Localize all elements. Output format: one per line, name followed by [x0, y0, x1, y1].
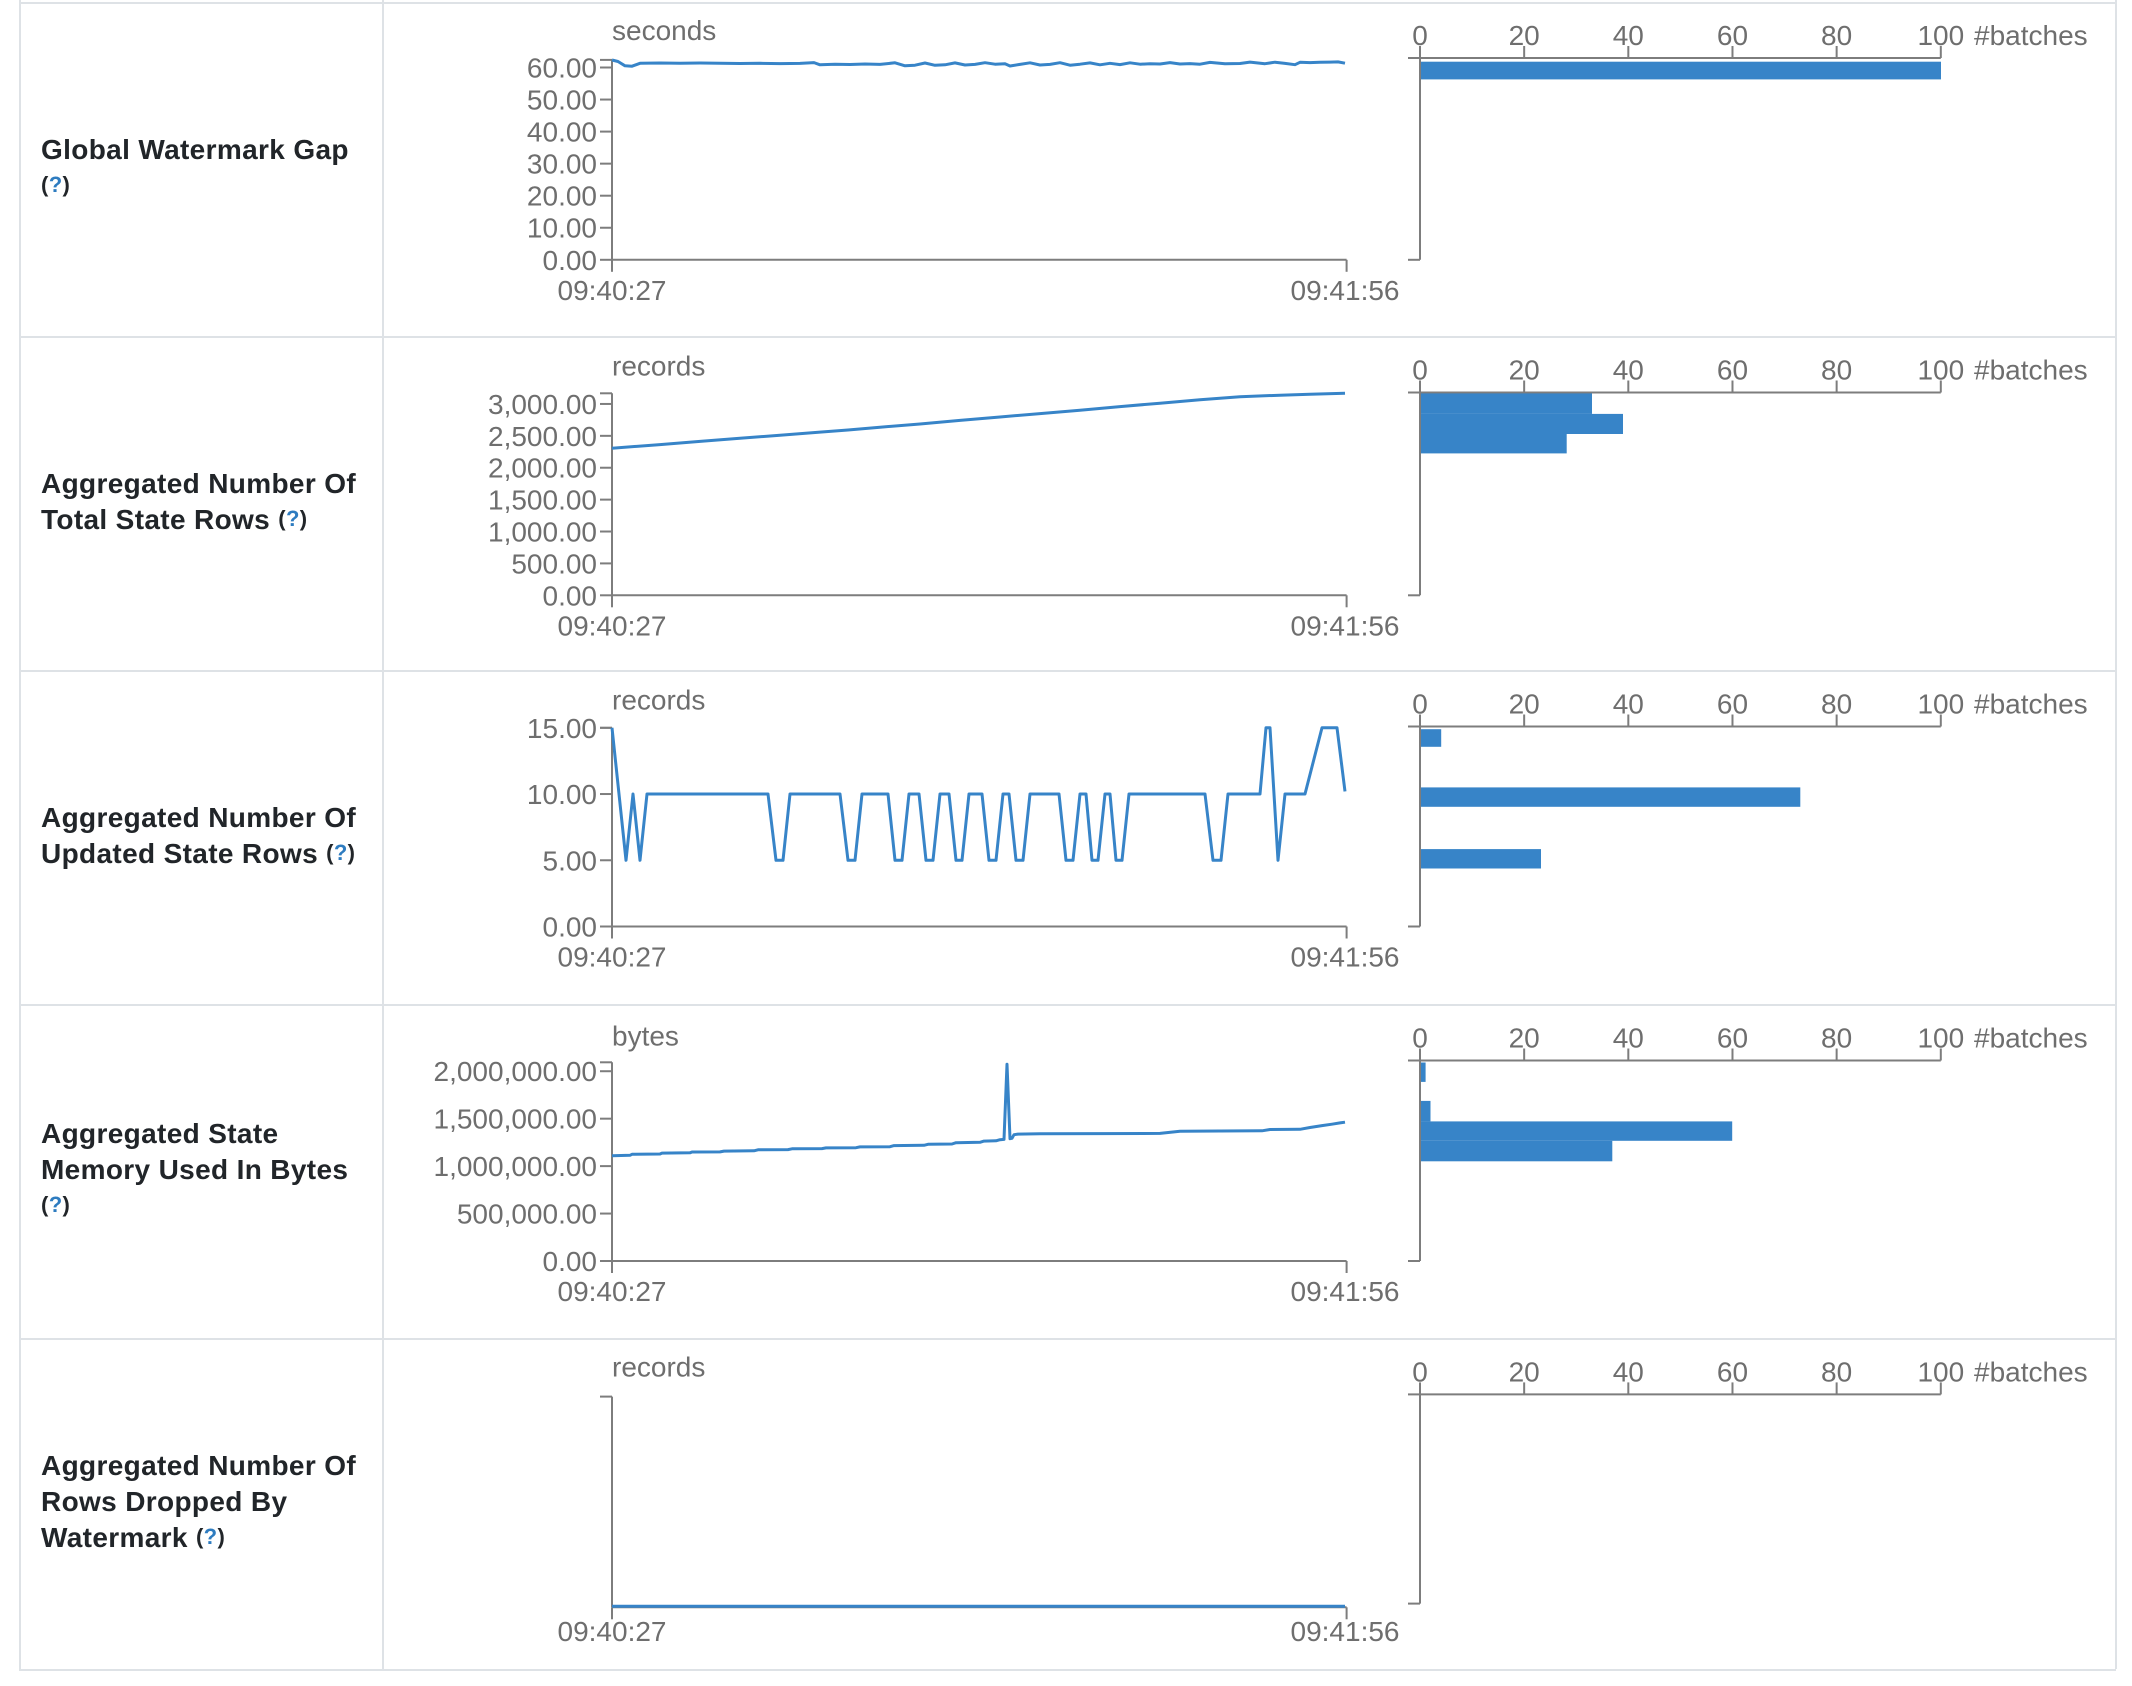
- svg-text:0.00: 0.00: [543, 580, 598, 611]
- svg-text:20: 20: [1509, 355, 1540, 386]
- svg-text:09:40:27: 09:40:27: [558, 275, 667, 306]
- svg-text:0: 0: [1412, 355, 1428, 386]
- svg-text:10.00: 10.00: [527, 779, 597, 810]
- svg-text:#batches: #batches: [1974, 1356, 2088, 1387]
- svg-text:1,000,000.00: 1,000,000.00: [434, 1151, 598, 1182]
- svg-text:bytes: bytes: [612, 1021, 679, 1052]
- svg-text:records: records: [612, 685, 705, 716]
- svg-text:0: 0: [1412, 20, 1428, 51]
- svg-text:0.00: 0.00: [543, 1246, 598, 1277]
- svg-text:2,000.00: 2,000.00: [488, 453, 597, 484]
- svg-text:500,000.00: 500,000.00: [457, 1199, 597, 1230]
- svg-text:#batches: #batches: [1974, 689, 2088, 720]
- svg-text:1,500,000.00: 1,500,000.00: [434, 1104, 598, 1135]
- svg-text:50.00: 50.00: [527, 85, 597, 116]
- svg-text:40.00: 40.00: [527, 117, 597, 148]
- svg-text:09:40:27: 09:40:27: [558, 1276, 667, 1307]
- svg-text:1,500.00: 1,500.00: [488, 485, 597, 516]
- svg-text:60: 60: [1717, 355, 1748, 386]
- svg-text:0: 0: [1412, 1023, 1428, 1054]
- svg-text:records: records: [612, 351, 705, 382]
- svg-text:20: 20: [1509, 1356, 1540, 1387]
- svg-text:2,000,000.00: 2,000,000.00: [434, 1056, 598, 1087]
- svg-text:20: 20: [1509, 1023, 1540, 1054]
- svg-text:60: 60: [1717, 1023, 1748, 1054]
- svg-text:09:40:27: 09:40:27: [558, 1616, 667, 1647]
- svg-text:5.00: 5.00: [543, 845, 598, 876]
- svg-text:09:41:56: 09:41:56: [1291, 1276, 1400, 1307]
- svg-text:3,000.00: 3,000.00: [488, 389, 597, 420]
- svg-text:20.00: 20.00: [527, 181, 597, 212]
- svg-text:2,500.00: 2,500.00: [488, 421, 597, 452]
- svg-text:60: 60: [1717, 689, 1748, 720]
- svg-text:10.00: 10.00: [527, 213, 597, 244]
- svg-text:0: 0: [1412, 689, 1428, 720]
- svg-text:09:41:56: 09:41:56: [1291, 275, 1400, 306]
- svg-text:100: 100: [1917, 20, 1964, 51]
- svg-text:20: 20: [1509, 689, 1540, 720]
- svg-text:0.00: 0.00: [543, 245, 598, 276]
- svg-text:20: 20: [1509, 20, 1540, 51]
- svg-text:09:40:27: 09:40:27: [558, 942, 667, 973]
- svg-text:60.00: 60.00: [527, 52, 597, 83]
- svg-text:records: records: [612, 1352, 705, 1383]
- svg-text:0.00: 0.00: [543, 912, 598, 943]
- svg-text:30.00: 30.00: [527, 149, 597, 180]
- svg-text:100: 100: [1917, 355, 1964, 386]
- svg-text:09:41:56: 09:41:56: [1291, 1616, 1400, 1647]
- svg-text:#batches: #batches: [1974, 355, 2088, 386]
- svg-text:09:40:27: 09:40:27: [558, 610, 667, 641]
- svg-text:09:41:56: 09:41:56: [1291, 942, 1400, 973]
- svg-text:40: 40: [1613, 355, 1644, 386]
- svg-text:100: 100: [1917, 1356, 1964, 1387]
- svg-text:seconds: seconds: [612, 15, 716, 46]
- svg-text:40: 40: [1613, 689, 1644, 720]
- svg-text:15.00: 15.00: [527, 713, 597, 744]
- svg-text:40: 40: [1613, 20, 1644, 51]
- svg-text:60: 60: [1717, 20, 1748, 51]
- svg-text:80: 80: [1821, 20, 1852, 51]
- svg-text:40: 40: [1613, 1023, 1644, 1054]
- svg-text:#batches: #batches: [1974, 1023, 2088, 1054]
- svg-text:40: 40: [1613, 1356, 1644, 1387]
- svg-text:1,000.00: 1,000.00: [488, 517, 597, 548]
- svg-text:100: 100: [1917, 689, 1964, 720]
- svg-text:60: 60: [1717, 1356, 1748, 1387]
- svg-text:80: 80: [1821, 355, 1852, 386]
- svg-text:80: 80: [1821, 1023, 1852, 1054]
- svg-text:#batches: #batches: [1974, 20, 2088, 51]
- svg-text:80: 80: [1821, 689, 1852, 720]
- svg-text:0: 0: [1412, 1356, 1428, 1387]
- svg-text:100: 100: [1917, 1023, 1964, 1054]
- svg-text:09:41:56: 09:41:56: [1291, 610, 1400, 641]
- svg-text:500.00: 500.00: [511, 548, 597, 579]
- svg-text:80: 80: [1821, 1356, 1852, 1387]
